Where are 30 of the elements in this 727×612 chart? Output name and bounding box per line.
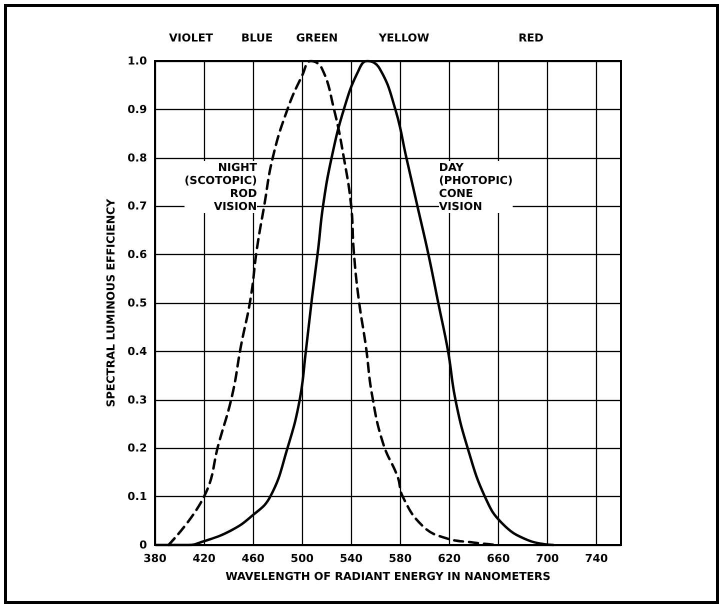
x-tick-label: 700 (536, 552, 560, 565)
y-axis-title: SPECTRAL LUMINOUS EFFICIENCY (104, 198, 118, 408)
y-tick-label: 0.8 (128, 151, 147, 164)
x-tick-label: 620 (438, 552, 462, 565)
annotation: NIGHT (SCOTOPIC) ROD VISION (184, 161, 258, 213)
y-tick-label: 0.2 (128, 442, 147, 455)
text: GREEN (296, 32, 338, 44)
y-tick-label: 0.6 (128, 248, 148, 262)
y-tick-label: 1.0 (128, 54, 148, 68)
x-tick-label: 580 (388, 552, 412, 565)
y-tick-label: 0 (139, 538, 148, 552)
y-tick-label: 0.7 (128, 200, 147, 213)
text: YELLOW (378, 32, 430, 44)
text: RED (518, 32, 544, 44)
y-tick-label: 0.5 (128, 296, 147, 310)
y-tick-label: 0.4 (128, 344, 148, 358)
x-tick-label: 460 (242, 552, 265, 565)
x-tick-label: 740 (584, 552, 608, 565)
text: VIOLET (169, 32, 214, 44)
x-tick-label: 380 (144, 552, 167, 565)
text: BLUE (241, 32, 273, 44)
y-tick-label: 0.1 (128, 490, 147, 504)
x-tick-label: 660 (486, 552, 510, 565)
x-tick-label: 420 (192, 552, 216, 565)
annotation: DAY (PHOTOPIC) CONE VISION (439, 161, 513, 213)
x-axis-title: WAVELENGTH OF RADIANT ENERGY IN NANOMETERS (225, 570, 551, 583)
x-tick-label: 540 (340, 552, 364, 565)
x-tick-label: 500 (290, 552, 314, 565)
y-tick-label: 0.3 (128, 393, 147, 406)
y-tick-label: 0.9 (128, 102, 147, 116)
